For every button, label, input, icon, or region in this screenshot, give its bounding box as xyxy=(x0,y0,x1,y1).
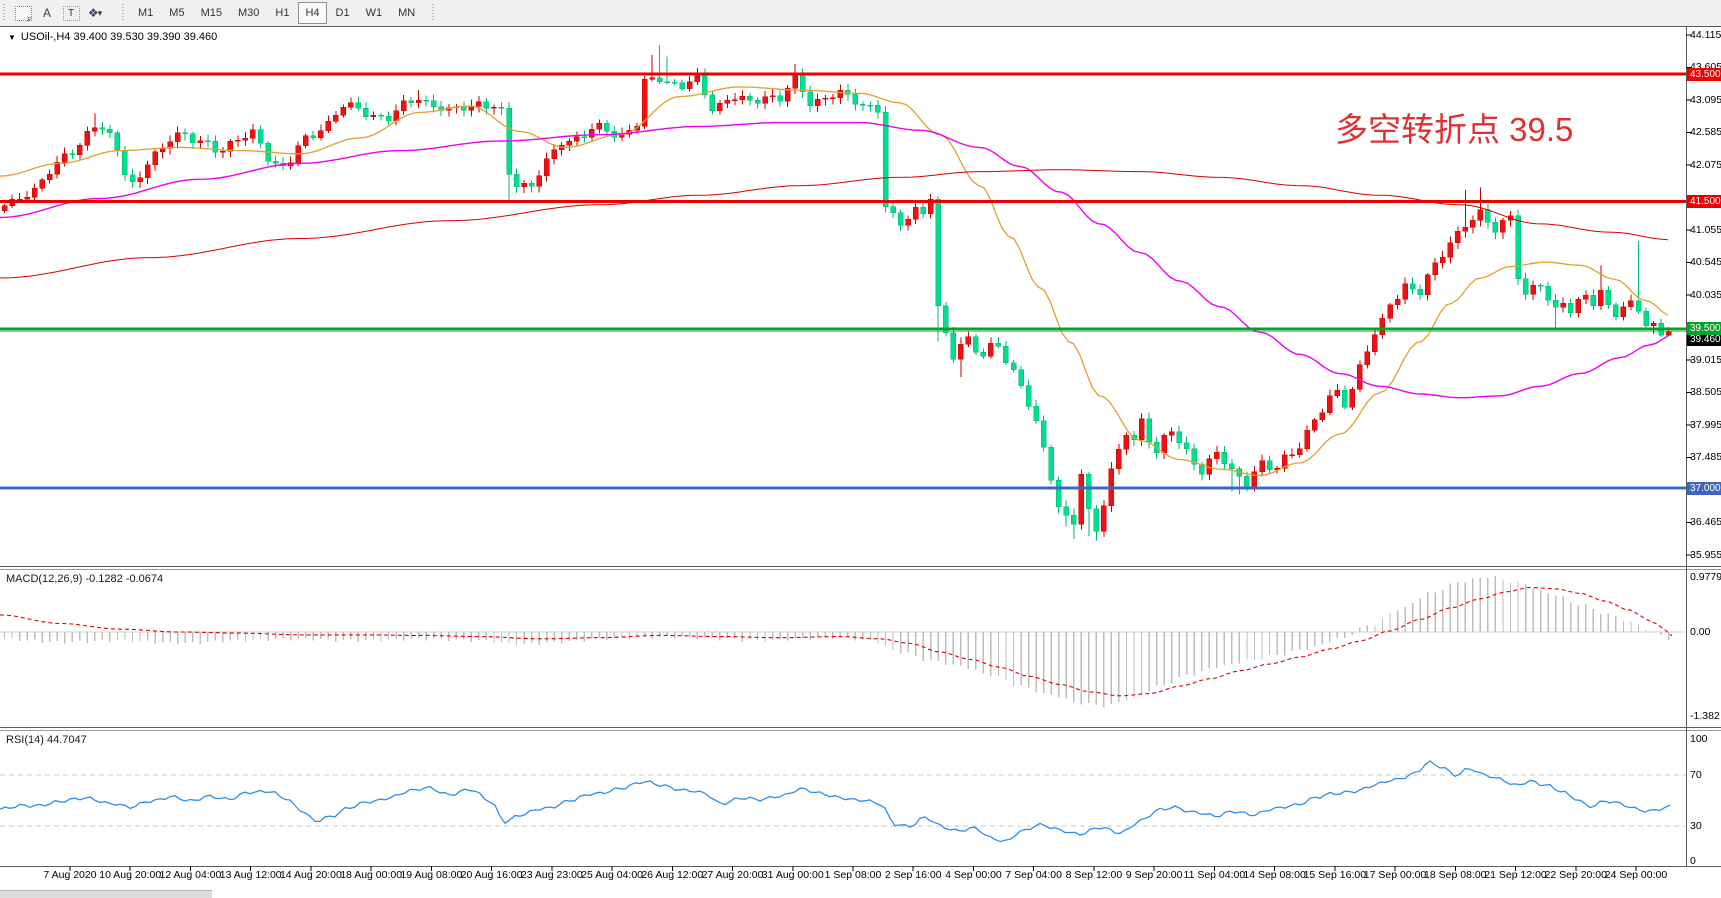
date-tick-26-Aug-12-00: 26 Aug 12:00 xyxy=(641,869,704,881)
timeframe-button-M30[interactable]: M30 xyxy=(237,7,260,19)
price-tick-40.545: 40.545 xyxy=(1690,256,1721,269)
symbol-ohlc-text: USOil-,H4 39.400 39.530 39.390 39.460 xyxy=(20,31,218,43)
price-tick-42.075: 42.075 xyxy=(1690,158,1721,171)
time-axis-border xyxy=(0,866,1721,867)
macd-label: MACD(12,26,9) -0.1282 -0.0674 xyxy=(6,573,164,585)
timeframe-button-M5[interactable]: M5 xyxy=(169,7,185,19)
timeframe-button-H1[interactable]: H1 xyxy=(275,7,290,19)
indicator-tick-0: 0 xyxy=(1690,855,1696,867)
date-tick-1-Sep-08-00: 1 Sep 08:00 xyxy=(824,869,882,881)
price-tick-44.115: 44.115 xyxy=(1690,29,1721,41)
cursor-objects-icon[interactable]: ❖ ▾ xyxy=(85,3,105,23)
date-tick-22-Sep-20-00: 22 Sep 20:00 xyxy=(1544,869,1607,881)
ma-fast-orange xyxy=(0,86,1669,477)
templates-grid-icon[interactable]: F xyxy=(13,3,33,24)
chart-top-border xyxy=(0,26,1721,27)
price-tick-37.485: 37.485 xyxy=(1690,451,1721,464)
date-tick-10-Aug-20-00: 10 Aug 20:00 xyxy=(99,869,162,881)
date-tick-23-Aug-23-00: 23 Aug 23:00 xyxy=(520,869,583,881)
timeframe-button-W1[interactable]: W1 xyxy=(365,7,383,19)
timeframe-button-MN[interactable]: MN xyxy=(398,7,416,19)
date-tick-25-Aug-04-00: 25 Aug 04:00 xyxy=(581,869,644,881)
date-tick-21-Sep-12-00: 21 Sep 12:00 xyxy=(1484,869,1547,881)
timeframe-button-group: M1 M5 M15 M30 H1 H4 D1 W1 MN xyxy=(130,2,423,24)
ma-slow-red xyxy=(0,169,1669,279)
timeframe-button-M15[interactable]: M15 xyxy=(200,7,222,19)
timeframe-button-H4[interactable]: H4 xyxy=(298,2,327,24)
indicator-tick--1.382: -1.382 xyxy=(1690,710,1720,722)
price-tick-43.095: 43.095 xyxy=(1690,93,1721,106)
price-tick-41.055: 41.055 xyxy=(1690,223,1721,236)
main-macd-separator[interactable] xyxy=(0,566,1721,567)
level-price-label-37.000: 37.000 xyxy=(1687,481,1721,495)
current-price-label: 39.460 xyxy=(1687,332,1721,346)
indicator-tick-0.9779: 0.9779 xyxy=(1690,571,1721,583)
price-axis-border xyxy=(1686,27,1687,866)
price-tick-40.035: 40.035 xyxy=(1690,288,1721,301)
macd-rsi-separator-2 xyxy=(0,730,1721,731)
indicator-tick-100: 100 xyxy=(1690,733,1708,745)
date-tick-4-Sep-00-00: 4 Sep 00:00 xyxy=(945,869,1002,881)
date-tick-8-Sep-12-00: 8 Sep 12:00 xyxy=(1065,869,1123,881)
indicator-tick-0.00: 0.00 xyxy=(1690,626,1711,638)
text-box-glyph: T xyxy=(62,5,80,21)
level-price-label-41.500: 41.500 xyxy=(1687,195,1721,209)
indicator-tick-70: 70 xyxy=(1690,769,1702,781)
date-tick-2-Sep-16-00: 2 Sep 16:00 xyxy=(884,869,942,881)
date-tick-31-Aug-00-00: 31 Aug 00:00 xyxy=(761,869,824,881)
text-box-icon[interactable]: T xyxy=(61,3,81,23)
chart-title[interactable]: ▼ USOil-,H4 39.400 39.530 39.390 39.460 xyxy=(8,31,217,43)
grid-f-icon: F xyxy=(14,5,32,24)
date-tick-9-Sep-20-00: 9 Sep 20:00 xyxy=(1125,869,1183,881)
price-tick-38.505: 38.505 xyxy=(1690,386,1721,399)
date-tick-17-Sep-00-00: 17 Sep 00:00 xyxy=(1363,869,1427,881)
status-bar-fragment xyxy=(0,890,212,898)
date-tick-27-Aug-20-00: 27 Aug 20:00 xyxy=(701,869,764,881)
rsi-label: RSI(14) 44.7047 xyxy=(6,734,87,746)
toolbar-grip-3[interactable] xyxy=(431,4,437,22)
timeframe-button-D1[interactable]: D1 xyxy=(335,7,350,19)
price-tick-39.015: 39.015 xyxy=(1690,353,1721,366)
date-tick-18-Sep-08-00: 18 Sep 08:00 xyxy=(1424,869,1487,881)
diamonds-glyph: ❖ xyxy=(87,6,99,20)
price-tick-37.995: 37.995 xyxy=(1690,418,1721,431)
toolbar-grip[interactable] xyxy=(2,4,7,22)
date-tick-24-Sep-00-00: 24 Sep 00:00 xyxy=(1604,869,1668,881)
indicator-tick-30: 30 xyxy=(1690,820,1702,832)
chart-annotation-text[interactable]: 多空转折点 39.5 xyxy=(1335,111,1574,148)
toolbar-grip-2[interactable] xyxy=(121,4,126,22)
date-tick-11-Sep-04-00: 11 Sep 04:00 xyxy=(1183,869,1246,881)
date-tick-7-Sep-04-00: 7 Sep 04:00 xyxy=(1005,869,1062,881)
date-tick-7-Aug-2020: 7 Aug 2020 xyxy=(43,869,97,881)
date-tick-20-Aug-16-00: 20 Aug 16:00 xyxy=(460,869,523,881)
date-tick-12-Aug-04-00: 12 Aug 04:00 xyxy=(159,869,222,881)
main-macd-separator-2 xyxy=(0,569,1721,570)
chevron-down-icon: ▼ xyxy=(8,32,16,42)
price-tick-42.585: 42.585 xyxy=(1690,126,1721,139)
level-price-label-39.500: 39.500 xyxy=(1687,322,1721,336)
date-tick-15-Sep-16-00: 15 Sep 16:00 xyxy=(1303,869,1367,881)
price-tick-35.955: 35.955 xyxy=(1690,548,1721,561)
macd-rsi-separator[interactable] xyxy=(0,727,1721,728)
text-label-icon[interactable]: A xyxy=(42,6,51,20)
price-tick-36.465: 36.465 xyxy=(1690,516,1721,529)
date-tick-18-Aug-00-00: 18 Aug 00:00 xyxy=(340,869,403,881)
date-tick-13-Aug-12-00: 13 Aug 12:00 xyxy=(219,869,282,881)
timeframe-button-M1[interactable]: M1 xyxy=(138,7,154,19)
ma-mid-magenta xyxy=(0,121,1669,399)
date-tick-14-Sep-08-00: 14 Sep 08:00 xyxy=(1243,869,1306,881)
level-price-label-43.500: 43.500 xyxy=(1687,67,1721,81)
date-tick-14-Aug-20-00: 14 Aug 20:00 xyxy=(279,869,342,881)
dropdown-caret-icon: ▾ xyxy=(97,7,103,18)
date-tick-19-Aug-08-00: 19 Aug 08:00 xyxy=(400,869,463,881)
